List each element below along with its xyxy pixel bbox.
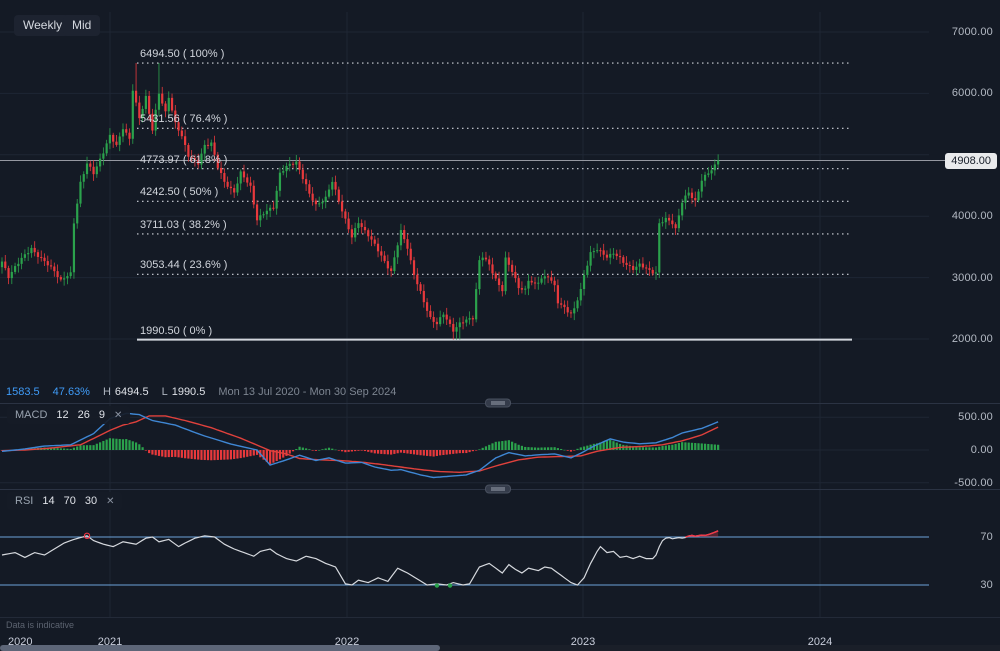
fib-level-label[interactable]: 4773.97 ( 61.8% ) bbox=[140, 153, 228, 166]
rsi-param-lower: 30 bbox=[84, 495, 98, 507]
fib-level-label[interactable]: 3711.03 ( 38.2% ) bbox=[140, 218, 227, 231]
timeframe-button[interactable]: Weekly bbox=[14, 15, 72, 36]
rsi-marker bbox=[447, 583, 453, 588]
horizontal-scrollbar[interactable] bbox=[0, 645, 1000, 651]
rsi-series bbox=[0, 530, 929, 588]
high-value: H 6494.5 bbox=[102, 386, 149, 398]
macd-param-slow: 26 bbox=[77, 409, 90, 421]
rsi-axis-tick: 30 bbox=[980, 579, 993, 591]
price-axis-tick: 3000.00 bbox=[951, 271, 993, 284]
macd-series bbox=[0, 412, 720, 479]
rsi-panel-drag-handle[interactable] bbox=[485, 484, 511, 494]
macd-axis-tick: -500.00 bbox=[954, 476, 993, 489]
rsi-param-length: 14 bbox=[42, 495, 55, 507]
fib-level-label[interactable]: 3053.44 ( 23.6% ) bbox=[140, 259, 228, 272]
price-axis-tick: 6000.00 bbox=[951, 87, 993, 100]
rsi-overbought-line bbox=[685, 530, 719, 538]
macd-param-fast: 12 bbox=[56, 409, 69, 421]
macd-panel-drag-handle[interactable] bbox=[485, 398, 511, 408]
last-price-badge: 4908.00 bbox=[945, 153, 997, 169]
macd-axis-tick: 500.00 bbox=[958, 411, 993, 424]
fib-level-label[interactable]: 5431.56 ( 76.4% ) bbox=[140, 113, 228, 126]
rsi-legend[interactable]: RSI 14 70 30 ✕ bbox=[7, 492, 123, 510]
rsi-marker bbox=[83, 532, 91, 540]
macd-legend[interactable]: MACD 12 26 9 ✕ bbox=[7, 406, 131, 424]
price-axis-tick: 4000.00 bbox=[951, 210, 993, 223]
macd-close-icon[interactable]: ✕ bbox=[114, 409, 123, 421]
data-indicative-note: Data is indicative bbox=[6, 620, 75, 630]
fib-level-label[interactable]: 4242.50 ( 50% ) bbox=[140, 186, 219, 199]
change-value: 1583.5 bbox=[6, 386, 40, 398]
macd-label: MACD bbox=[15, 409, 48, 421]
rsi-label: RSI bbox=[15, 495, 34, 507]
price-axis-tick: 7000.00 bbox=[951, 26, 993, 38]
low-value: L 1990.5 bbox=[161, 386, 206, 398]
rsi-overbought-fill bbox=[685, 530, 719, 537]
rsi-marker bbox=[434, 583, 440, 588]
time-axis-separator bbox=[0, 617, 1000, 618]
rsi-close-icon[interactable]: ✕ bbox=[106, 495, 115, 507]
macd-axis-tick: 0.00 bbox=[970, 444, 993, 456]
macd-param-signal: 9 bbox=[98, 409, 106, 421]
rsi-axis-tick: 70 bbox=[980, 531, 993, 543]
rsi-param-upper: 70 bbox=[63, 495, 76, 507]
fib-level-label[interactable]: 6494.50 ( 100% ) bbox=[140, 48, 225, 61]
price-axis-tick: 2000.00 bbox=[951, 333, 993, 345]
candlestick-series bbox=[0, 63, 720, 340]
series-status-bar: 1583.5 47.63% H 6494.5 L 1990.5 Mon 13 Jul… bbox=[6, 386, 396, 398]
price-source-button[interactable]: Mid bbox=[63, 15, 101, 36]
date-range: Mon 13 Jul 2020 - Mon 30 Sep 2024 bbox=[218, 386, 397, 398]
change-percent: 47.63% bbox=[52, 386, 90, 398]
fib-retracement bbox=[137, 62, 852, 341]
fib-level-label[interactable]: 1990.50 ( 0% ) bbox=[140, 324, 213, 337]
scrollbar-thumb[interactable] bbox=[0, 645, 440, 651]
rsi-line bbox=[1, 530, 719, 586]
